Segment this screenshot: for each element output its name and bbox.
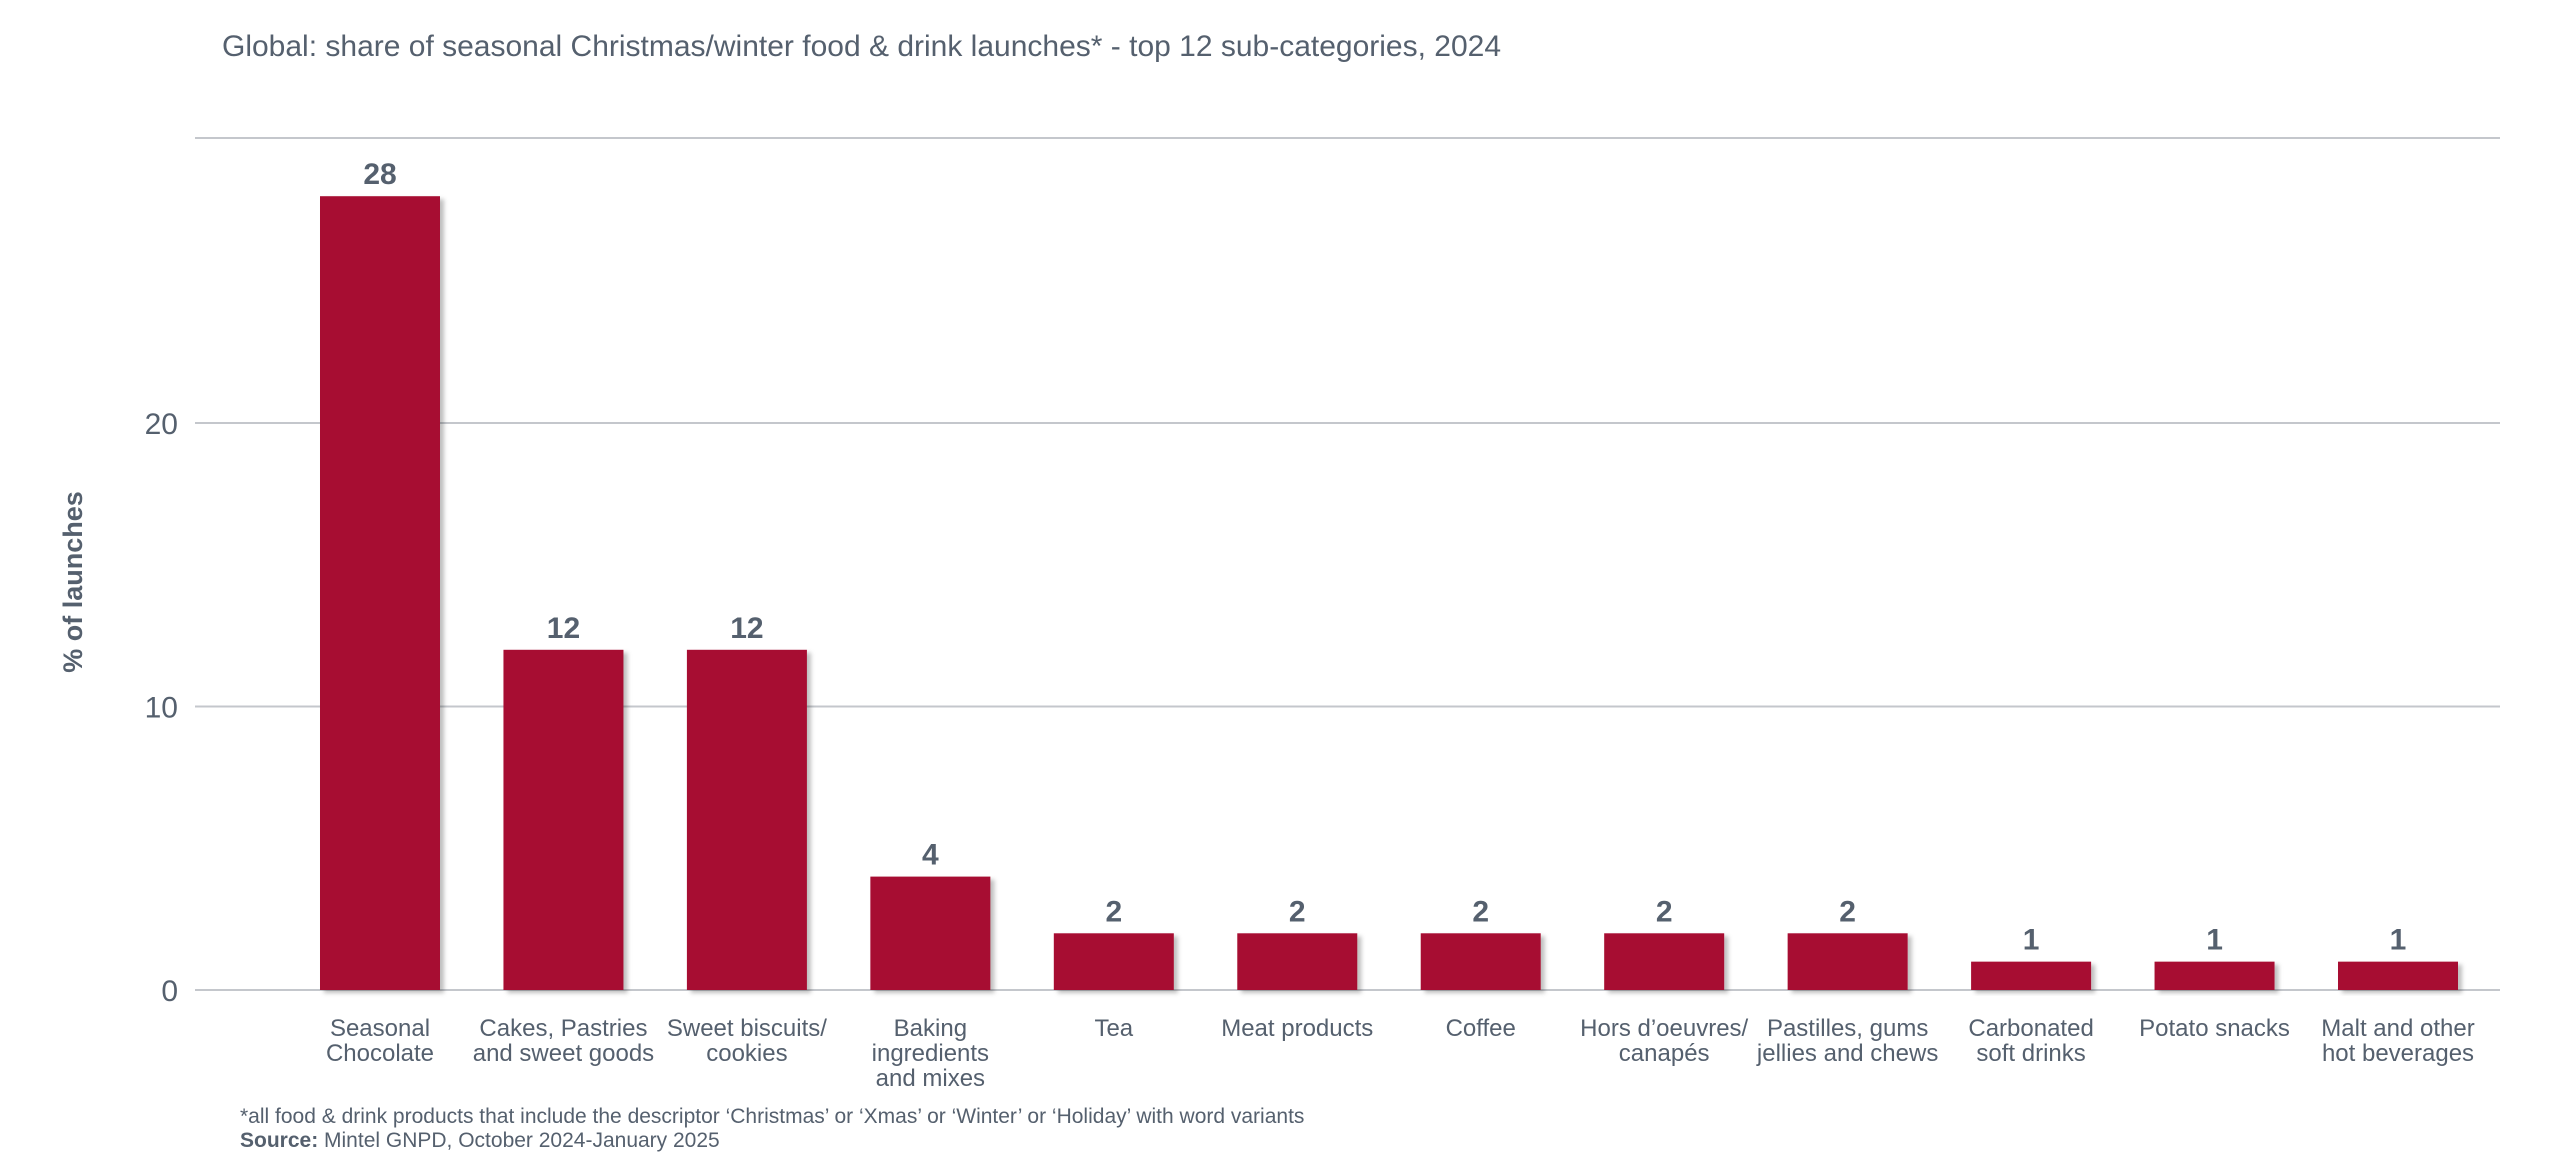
y-tick-label: 10 bbox=[145, 692, 178, 725]
x-tick-label-line: cookies bbox=[706, 1040, 787, 1067]
x-tick-label-line: Seasonal bbox=[330, 1015, 430, 1042]
x-tick-label-line: Sweet biscuits/ bbox=[667, 1015, 827, 1042]
x-tick-label-line: Coffee bbox=[1446, 1015, 1516, 1042]
x-tick-label-line: hot beverages bbox=[2322, 1040, 2474, 1067]
data-label: 12 bbox=[730, 612, 763, 645]
bar bbox=[1237, 933, 1358, 990]
data-label: 2 bbox=[1472, 895, 1489, 928]
bar bbox=[320, 196, 440, 990]
x-tick-label-line: Pastilles, gums bbox=[1767, 1015, 1928, 1042]
x-tick-label: Carbonated soft drinks bbox=[1968, 1015, 2093, 1067]
x-tick-label-line: canapés bbox=[1619, 1040, 1710, 1067]
x-tick-label-line: jellies and chews bbox=[1756, 1040, 1938, 1067]
bar bbox=[1604, 933, 1725, 990]
data-label: 1 bbox=[2206, 924, 2223, 957]
bar bbox=[1420, 933, 1541, 990]
data-labels: 28 12 12 4 2 2 2 2 2 1 1 1 bbox=[363, 158, 2406, 956]
bar bbox=[2338, 961, 2458, 990]
x-tick-label-line: and mixes bbox=[876, 1065, 985, 1092]
source-note: Source: Mintel GNPD, October 2024-Januar… bbox=[240, 1129, 720, 1153]
data-label: 12 bbox=[547, 612, 580, 645]
x-tick-label: Meat products bbox=[1221, 1015, 1373, 1042]
x-tick-label-line: Carbonated bbox=[1968, 1015, 2093, 1042]
x-tick-label: Hors d’oeuvres/canapés bbox=[1580, 1015, 1748, 1067]
data-label: 1 bbox=[2023, 924, 2040, 957]
bars bbox=[320, 196, 2458, 990]
y-axis-title: % of launches bbox=[58, 491, 88, 673]
x-tick-label: Coffee bbox=[1446, 1015, 1516, 1042]
x-tick-label: Tea bbox=[1094, 1015, 1133, 1042]
x-tick-label-line: and sweet goods bbox=[473, 1040, 654, 1067]
bar bbox=[503, 649, 624, 990]
data-label: 4 bbox=[922, 839, 939, 872]
x-tick-label-line: Meat products bbox=[1221, 1015, 1373, 1042]
x-tick-label: Malt and other hot beverages bbox=[2321, 1015, 2474, 1067]
bar bbox=[870, 876, 991, 990]
x-tick-label-line: Baking bbox=[894, 1015, 967, 1042]
x-tick-label-line: Potato snacks bbox=[2139, 1015, 2290, 1042]
x-tick-label-line: soft drinks bbox=[1976, 1040, 2085, 1067]
y-axis-ticks: 0 10 20 bbox=[145, 408, 178, 1008]
x-tick-label-line: ingredients bbox=[872, 1040, 989, 1067]
source-label: Source: bbox=[240, 1129, 319, 1152]
chart-title: Global: share of seasonal Christmas/wint… bbox=[222, 30, 1502, 63]
x-tick-label-line: Tea bbox=[1094, 1015, 1133, 1042]
x-tick-label: Cakes, Pastries and sweet goods bbox=[473, 1015, 654, 1067]
bar bbox=[1053, 933, 1174, 990]
bar bbox=[1971, 961, 2092, 990]
data-label: 2 bbox=[1839, 895, 1856, 928]
bar bbox=[2154, 961, 2275, 990]
x-tick-label: Sweet biscuits/cookies bbox=[667, 1015, 827, 1067]
y-tick-label: 0 bbox=[161, 975, 178, 1008]
data-label: 28 bbox=[363, 158, 396, 191]
x-tick-label-line: Chocolate bbox=[326, 1040, 434, 1067]
bar bbox=[1787, 933, 1908, 990]
x-tick-label: Pastilles, gums jellies and chews bbox=[1756, 1015, 1938, 1067]
footnote: *all food & drink products that include … bbox=[240, 1105, 1305, 1128]
x-tick-label: Seasonal Chocolate bbox=[326, 1015, 434, 1067]
x-tick-label-line: Malt and other bbox=[2321, 1015, 2474, 1042]
data-label: 2 bbox=[1656, 895, 1673, 928]
data-label: 1 bbox=[2390, 924, 2407, 957]
y-tick-label: 20 bbox=[145, 408, 178, 441]
data-label: 2 bbox=[1289, 895, 1306, 928]
x-tick-label: Potato snacks bbox=[2139, 1015, 2290, 1042]
x-tick-label-line: Cakes, Pastries bbox=[479, 1015, 647, 1042]
x-tick-label: Baking ingredients and mixes bbox=[872, 1015, 989, 1092]
x-tick-label-line: Hors d’oeuvres/ bbox=[1580, 1015, 1748, 1042]
source-text: Mintel GNPD, October 2024-January 2025 bbox=[318, 1129, 720, 1152]
data-label: 2 bbox=[1105, 895, 1122, 928]
bar bbox=[686, 649, 807, 990]
x-axis-labels: Seasonal Chocolate Cakes, Pastries and swee… bbox=[326, 1015, 2475, 1092]
